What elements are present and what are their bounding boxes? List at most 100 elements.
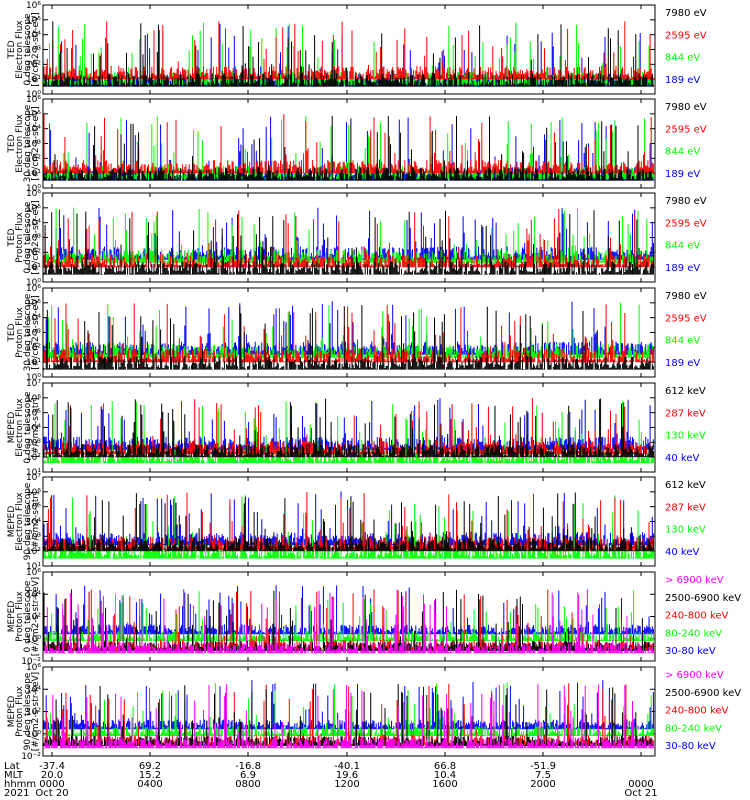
legend-entry: 189 eV xyxy=(665,75,700,86)
y-tick-label: 10⁵ xyxy=(26,503,41,513)
x-axis-value: Oct 21 xyxy=(624,788,657,799)
y-tick-label: 10¹ xyxy=(26,468,41,478)
y-axis-label: Electron Flux xyxy=(15,398,25,457)
legend-entry: 189 eV xyxy=(665,263,700,274)
y-tick-label: 10⁻² xyxy=(21,752,41,762)
x-axis-value: 0000 xyxy=(39,779,64,790)
legend-entry: 130 keV xyxy=(665,525,706,536)
y-tick-label: 10⁵ xyxy=(26,299,41,309)
y-tick-label: 10³ xyxy=(26,532,41,542)
legend-entry: 844 eV xyxy=(665,336,700,347)
legend-entry: 844 eV xyxy=(665,241,700,252)
y-tick-label: 10⁴ xyxy=(26,125,41,135)
legend-entry: 240-800 keV xyxy=(665,611,729,622)
series-130-kev xyxy=(43,401,654,464)
legend-entry: > 6900 keV xyxy=(665,670,724,681)
y-tick-label: 10⁶ xyxy=(26,394,41,404)
y-axis-label: Proton Flux xyxy=(15,307,25,358)
y-tick-label: 10⁴ xyxy=(26,685,41,695)
y-tick-label: 10⁵ xyxy=(26,409,41,419)
series-2595-ev xyxy=(43,303,654,363)
y-axis-label: Electron Flux xyxy=(15,114,25,173)
legend-entry: 287 keV xyxy=(665,502,706,513)
y-tick-label: 10⁴ xyxy=(26,314,41,324)
y-tick-label: 10⁶ xyxy=(26,284,41,294)
y-axis-label: TED xyxy=(7,228,17,247)
y-axis-label: MEPED xyxy=(7,696,17,728)
y-tick-label: 10³ xyxy=(26,234,41,244)
x-axis-value: 0800 xyxy=(235,779,260,790)
y-tick-label: 10⁰ xyxy=(26,90,41,100)
y-tick-label: 10² xyxy=(26,248,41,258)
y-axis-label: MEPED xyxy=(7,506,17,538)
legend-entry: 2595 eV xyxy=(665,218,707,229)
legend-entry: 7980 eV xyxy=(665,291,707,302)
legend-entry: 2500-6900 keV xyxy=(665,593,741,604)
y-tick-label: 10⁰ xyxy=(26,730,41,740)
y-axis-label: Proton Flux xyxy=(15,591,25,642)
y-tick-label: 10² xyxy=(26,613,41,623)
series--6900-kev xyxy=(43,684,654,749)
y-axis-label: 90 deg telescope xyxy=(23,672,33,750)
x-axis-value: 1600 xyxy=(432,779,457,790)
y-tick-label: 10⁶ xyxy=(26,488,41,498)
y-axis-label: [#/cm2-s-str-keV] xyxy=(31,672,41,751)
y-tick-label: 10⁶ xyxy=(26,568,41,578)
y-tick-label: 10⁵ xyxy=(26,204,41,214)
y-tick-label: 10⁶ xyxy=(26,1,41,11)
x-axis-value: 0000 xyxy=(628,779,653,790)
x-axis-value: 69.2 xyxy=(139,761,161,772)
y-tick-label: 10³ xyxy=(26,140,41,150)
y-tick-label: 10⁵ xyxy=(26,16,41,26)
series-612-kev xyxy=(43,492,654,552)
y-tick-label: 10¹ xyxy=(26,562,41,572)
legend-entry: 189 eV xyxy=(665,358,700,369)
x-axis-value: 2000 xyxy=(530,779,555,790)
y-axis-label: Proton Flux xyxy=(15,212,25,263)
y-tick-label: 10¹ xyxy=(26,169,41,179)
y-tick-label: 10⁰ xyxy=(26,635,41,645)
y-tick-label: 10⁶ xyxy=(26,95,41,105)
xaxis-row-hhmm: hhmm xyxy=(4,779,36,790)
y-tick-label: 10⁷ xyxy=(26,473,41,483)
series--6900-kev xyxy=(43,589,654,654)
y-tick-label: 10² xyxy=(26,60,41,70)
x-axis-value: -16.8 xyxy=(235,761,261,772)
y-tick-label: 10⁷ xyxy=(26,379,41,389)
legend-entry: 80-240 keV xyxy=(665,628,722,639)
legend-entry: > 6900 keV xyxy=(665,575,724,586)
y-tick-label: 10² xyxy=(26,343,41,353)
y-axis-label: TED xyxy=(7,323,17,342)
x-axis-value: 10.4 xyxy=(434,770,456,781)
y-tick-label: 10⁴ xyxy=(26,518,41,528)
y-tick-label: 10¹ xyxy=(26,263,41,273)
legend-entry: 844 eV xyxy=(665,53,700,64)
x-axis-value: Oct 20 xyxy=(35,788,68,799)
legend-entry: 612 keV xyxy=(665,386,706,397)
y-tick-label: 10⁴ xyxy=(26,31,41,41)
x-axis-value: 1200 xyxy=(334,779,359,790)
y-tick-label: 10² xyxy=(26,154,41,164)
y-tick-label: 10⁰ xyxy=(26,184,41,194)
legend-entry: 612 keV xyxy=(665,480,706,491)
legend-entry: 240-800 keV xyxy=(665,706,729,717)
y-tick-label: 10³ xyxy=(26,438,41,448)
y-tick-label: 10² xyxy=(26,547,41,557)
legend-entry: 2500-6900 keV xyxy=(665,688,741,699)
y-tick-label: 10⁵ xyxy=(26,110,41,120)
series-2500-6900-kev xyxy=(43,589,654,651)
y-axis-label: TED xyxy=(7,134,17,153)
y-tick-label: 10⁶ xyxy=(26,663,41,673)
x-axis-value: 19.6 xyxy=(336,770,358,781)
series-2595-ev xyxy=(43,21,654,80)
legend-entry: 7980 eV xyxy=(665,8,707,19)
y-tick-label: 10² xyxy=(26,708,41,718)
y-axis-label: 0 deg telescope xyxy=(23,580,33,652)
y-tick-label: 10³ xyxy=(26,329,41,339)
y-axis-label: 90 deg telescope xyxy=(23,482,33,560)
